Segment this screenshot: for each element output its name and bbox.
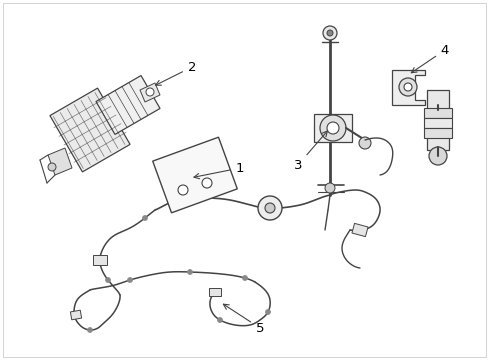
- Polygon shape: [351, 223, 367, 237]
- Circle shape: [358, 137, 370, 149]
- Polygon shape: [50, 88, 130, 172]
- Circle shape: [264, 203, 274, 213]
- Circle shape: [326, 30, 332, 36]
- Circle shape: [217, 318, 222, 323]
- Text: 3: 3: [293, 131, 326, 171]
- Circle shape: [146, 88, 154, 96]
- Circle shape: [242, 275, 247, 280]
- Text: 2: 2: [155, 60, 196, 85]
- Polygon shape: [70, 310, 81, 320]
- Circle shape: [142, 216, 147, 220]
- Text: 5: 5: [223, 304, 264, 334]
- Polygon shape: [313, 114, 351, 142]
- Polygon shape: [96, 76, 160, 134]
- Polygon shape: [423, 128, 451, 138]
- Text: 4: 4: [410, 44, 448, 73]
- Circle shape: [319, 115, 346, 141]
- Circle shape: [323, 26, 336, 40]
- Circle shape: [398, 78, 416, 96]
- Polygon shape: [208, 288, 221, 296]
- Circle shape: [325, 183, 334, 193]
- Circle shape: [202, 178, 212, 188]
- Polygon shape: [93, 255, 107, 265]
- Circle shape: [265, 310, 270, 315]
- Polygon shape: [423, 108, 451, 118]
- Text: 1: 1: [194, 162, 244, 179]
- Circle shape: [326, 122, 338, 134]
- Polygon shape: [391, 70, 424, 105]
- Circle shape: [87, 328, 92, 333]
- Polygon shape: [423, 118, 451, 128]
- Circle shape: [178, 185, 187, 195]
- Polygon shape: [140, 83, 160, 102]
- Circle shape: [105, 278, 110, 283]
- Circle shape: [187, 270, 192, 274]
- Polygon shape: [426, 90, 448, 150]
- Polygon shape: [48, 148, 72, 175]
- Circle shape: [48, 163, 56, 171]
- Circle shape: [127, 278, 132, 283]
- Circle shape: [403, 83, 411, 91]
- Polygon shape: [152, 137, 237, 213]
- Circle shape: [428, 147, 446, 165]
- Circle shape: [258, 196, 282, 220]
